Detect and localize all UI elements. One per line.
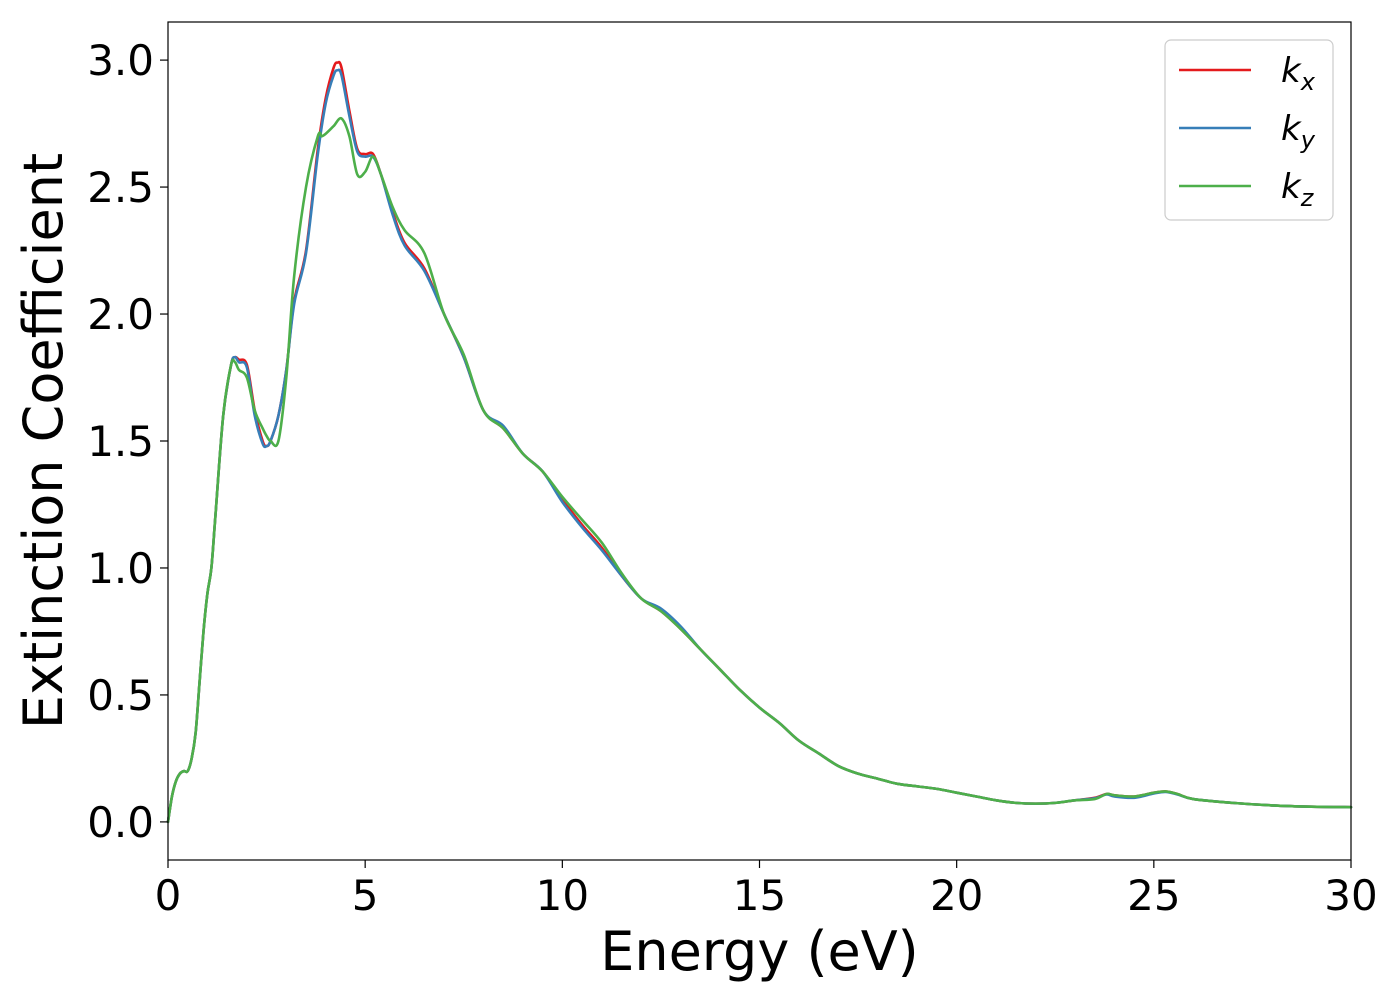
x-tick-label: 5 bbox=[352, 871, 379, 920]
legend-label-y: ky bbox=[1281, 109, 1316, 154]
x-axis-ticks: 0 5 10 15 20 25 30 bbox=[155, 860, 1378, 920]
legend-label-base: k bbox=[1281, 51, 1302, 91]
y-tick-label: 1.5 bbox=[87, 417, 154, 466]
y-tick-label: 2.0 bbox=[87, 290, 154, 339]
legend-label-z: kz bbox=[1281, 167, 1315, 212]
x-tick-label: 15 bbox=[733, 871, 786, 920]
x-axis-title: Energy (eV) bbox=[600, 920, 919, 983]
legend-box bbox=[1164, 39, 1334, 221]
y-tick-label: 2.5 bbox=[87, 163, 154, 212]
y-tick-label: 0.0 bbox=[87, 798, 154, 847]
series-line-z bbox=[166, 116, 1353, 824]
x-tick-label: 20 bbox=[930, 871, 983, 920]
x-tick-label: 30 bbox=[1324, 871, 1377, 920]
series-layer bbox=[166, 60, 1353, 824]
x-tick-label: 0 bbox=[155, 871, 182, 920]
legend-label-base: k bbox=[1281, 109, 1302, 149]
y-tick-label: 0.5 bbox=[87, 671, 154, 720]
legend-label-base: k bbox=[1281, 167, 1302, 207]
x-tick-label: 25 bbox=[1127, 871, 1180, 920]
legend-label-subscript: z bbox=[1300, 184, 1315, 212]
y-axis-ticks: 0.0 0.5 1.0 1.5 2.0 2.5 3.0 bbox=[87, 36, 168, 847]
y-tick-label: 3.0 bbox=[87, 36, 154, 85]
y-tick-label: 1.0 bbox=[87, 544, 154, 593]
legend-label-x: kx bbox=[1281, 51, 1316, 96]
y-axis-title: Extinction Coefficient bbox=[12, 153, 75, 729]
legend-label-subscript: x bbox=[1300, 68, 1316, 96]
x-tick-label: 10 bbox=[536, 871, 589, 920]
legend-label-subscript: y bbox=[1300, 126, 1316, 154]
